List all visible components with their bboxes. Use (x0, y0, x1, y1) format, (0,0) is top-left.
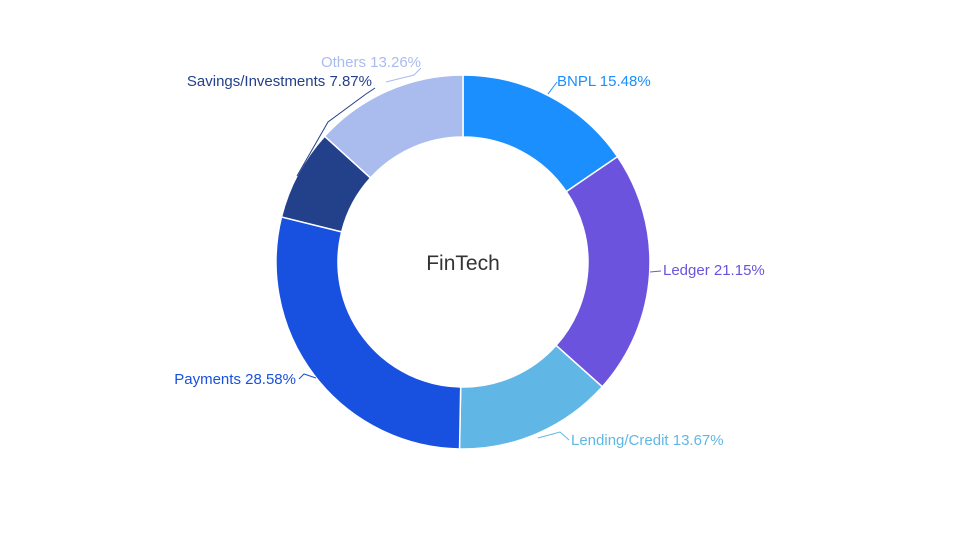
leader-line-payments (298, 373, 317, 380)
center-label: FinTech (426, 252, 500, 275)
slice-others[interactable] (323, 74, 464, 179)
leader-line-ledger (649, 270, 662, 273)
leader-line-others (385, 67, 422, 83)
leader-line-bnpl (547, 81, 558, 95)
slice-ledger[interactable] (555, 155, 651, 388)
label-lending-credit: Lending/Credit 13.67% (571, 432, 724, 449)
labels-group: BNPL 15.48% Ledger 21.15% Lending/Credit 1… (174, 54, 765, 449)
label-payments: Payments 28.58% (174, 371, 296, 388)
leader-line-savings-investments (296, 87, 376, 177)
leader-line-lending-credit (537, 431, 570, 441)
label-others: Others 13.26% (321, 54, 421, 71)
label-savings-investments: Savings/Investments 7.87% (187, 73, 372, 90)
slices-group (275, 74, 651, 450)
leader-lines-group (296, 67, 662, 441)
label-bnpl: BNPL 15.48% (557, 73, 651, 90)
slice-payments[interactable] (275, 216, 462, 450)
label-ledger: Ledger 21.15% (663, 262, 765, 279)
